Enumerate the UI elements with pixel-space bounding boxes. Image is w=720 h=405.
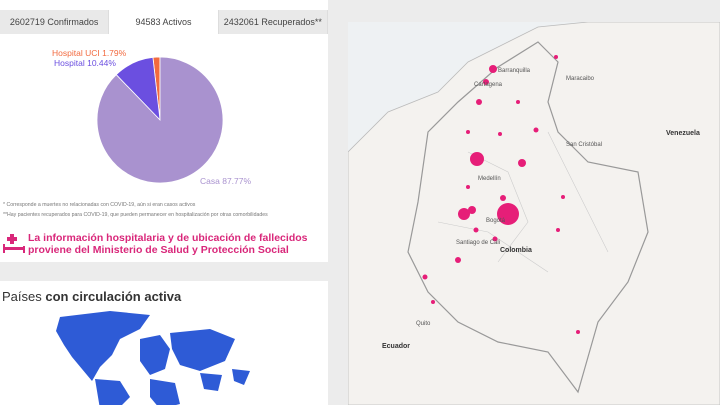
colombia-map: Barranquilla Cartagena Maracaibo Venezue…	[347, 21, 720, 405]
slice-value: 10.44%	[87, 58, 116, 68]
land	[347, 21, 720, 405]
map-label: Santiago de Cali	[456, 240, 500, 246]
section-title-plain: Países	[2, 289, 42, 304]
tabs: 2602719 Confirmados 94583 Activos 243206…	[0, 10, 328, 34]
slice-category: Casa	[200, 176, 220, 186]
countries-card: Países con circulación activa	[0, 281, 328, 405]
slice-category: Hospital UCI	[52, 48, 100, 58]
slice-label: Casa 87.77%	[200, 176, 251, 186]
world-map	[56, 311, 250, 405]
tab[interactable]: 2432061 Recuperados**	[218, 10, 328, 34]
map-label: Cartagena	[474, 82, 503, 88]
note: * Corresponde a muertes no relacionadas …	[3, 202, 196, 208]
map-label: Colombia	[500, 247, 532, 254]
note: **Hay pacientes recuperados para COVID-1…	[3, 212, 268, 218]
map-label: Ecuador	[382, 343, 410, 350]
map-card: Barranquilla Cartagena Maracaibo Venezue…	[347, 21, 720, 405]
bubbles	[422, 55, 580, 334]
map-label: Medellín	[478, 176, 501, 182]
tab[interactable]: 94583 Activos	[109, 10, 219, 34]
pie-chart: Hospital UCI 1.79%Hospital 10.44%Casa 87…	[52, 48, 251, 186]
map-label: Maracaibo	[566, 76, 595, 82]
slice-value: 1.79%	[102, 48, 127, 58]
hospital-icon	[3, 234, 25, 253]
map-label: San Cristóbal	[566, 142, 602, 148]
tab[interactable]: 2602719 Confirmados	[0, 10, 110, 34]
border	[407, 41, 649, 394]
pie-slice	[96, 56, 224, 184]
region-lines	[437, 131, 609, 273]
slice-value: 87.77%	[222, 176, 251, 186]
section-title-bold: con circulación activa	[45, 289, 182, 304]
slice-category: Hospital	[54, 58, 85, 68]
map-label: Barranquilla	[498, 68, 531, 74]
map-label: Venezuela	[666, 130, 700, 137]
section-title: Países con circulación activa	[2, 289, 181, 304]
map-label: Quito	[416, 321, 431, 327]
hospital-card: 2602719 Confirmados 94583 Activos 243206…	[0, 0, 328, 262]
info-text: proviene del Ministerio de Salud y Prote…	[28, 244, 289, 256]
info-text: La información hospitalaria y de ubicaci…	[28, 232, 308, 244]
slice-label: Hospital 10.44%	[54, 58, 116, 68]
map-label: Bogotá	[486, 218, 506, 224]
slice-label: Hospital UCI 1.79%	[52, 48, 127, 58]
